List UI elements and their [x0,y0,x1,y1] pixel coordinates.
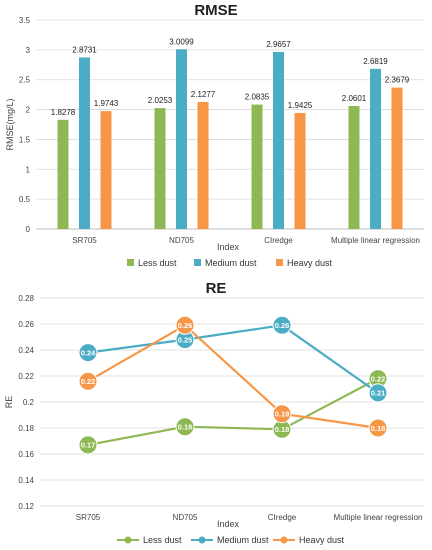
legend-swatch [127,259,134,266]
legend-marker [124,536,132,544]
chart-title: RE [206,280,227,297]
data-label: 0.18 [371,424,386,433]
data-label: 3.0099 [169,37,194,46]
bar [57,119,69,229]
data-label: 0.26 [178,321,193,330]
data-point [78,435,98,455]
data-label: 1.9743 [94,99,119,108]
legend-label: Medium dust [217,535,269,545]
y-tick-label: 0.12 [18,502,34,511]
legend-label: Less dust [143,535,182,545]
data-label: 2.0253 [148,96,173,105]
data-point [368,383,388,403]
series-line [87,324,379,394]
bar [100,111,112,229]
data-label: 0.22 [371,374,386,383]
y-tick-label: 0.26 [18,320,34,329]
legend-label: Medium dust [205,258,257,268]
x-tick-label: ND705 [173,513,198,522]
re-line-chart: RE 0.12 0.14 0.16 0.18 0.2 0.22 0.24 0.26 0.28 RE S… [4,280,424,545]
y-axis-title: RE [4,396,14,409]
y-tick-label: 3 [26,46,31,55]
data-label: 0.21 [371,389,386,398]
y-tick-label: 2 [26,106,31,115]
data-point [368,418,388,438]
data-point [78,343,98,363]
legend-label: Heavy dust [299,535,345,545]
data-label: 2.3679 [385,76,410,85]
y-tick-label: 1 [26,165,31,174]
chart-title: RMSE [194,2,237,19]
x-tick-label: SR705 [76,513,101,522]
data-label: 0.22 [81,377,96,386]
x-tick-label: Multiple linear regression [334,513,423,522]
data-label: 1.8278 [51,108,76,117]
legend-marker [198,536,206,544]
data-point [175,417,195,437]
x-tick-label: ND705 [169,236,194,245]
data-label: 2.1277 [191,90,216,99]
data-label: 0.18 [275,425,290,434]
bar [154,108,166,229]
x-tick-label: SR705 [72,236,97,245]
rmse-bar-chart: RMSE 0 0.5 1 1.5 2 2.5 3 3.5 RMSE(mg/L) 1.8278 2.87… [5,2,424,268]
y-tick-label: 0.22 [18,372,34,381]
data-label: 0.24 [81,348,96,357]
bar [197,101,209,229]
legend-label: Heavy dust [287,258,333,268]
x-axis-title: Index [217,242,240,252]
y-tick-label: 0 [26,225,31,234]
series-line [87,377,379,446]
bar [79,57,90,229]
y-tick-label: 3.5 [19,16,31,25]
bar [391,87,403,229]
legend-swatch [276,259,283,266]
y-tick-label: 0.24 [18,346,34,355]
y-tick-label: 0.18 [18,424,34,433]
data-point [175,315,195,335]
data-label: 2.0835 [245,93,270,102]
y-tick-label: 0.5 [19,195,31,204]
data-label: 0.26 [275,321,290,330]
data-label: 0.25 [178,335,193,344]
data-point [272,315,292,335]
bar [294,113,306,229]
data-label: 0.17 [81,441,96,450]
data-label: 2.6819 [363,57,388,66]
series-line [87,323,379,430]
y-axis-title: RMSE(mg/L) [5,98,15,150]
bar [370,68,381,229]
legend-swatch [194,259,201,266]
bar [348,105,360,229]
y-tick-label: 0.14 [18,476,34,485]
data-point [272,404,292,424]
legend-marker [280,536,288,544]
data-label: 2.8731 [72,45,97,54]
data-label: 0.18 [178,423,193,432]
data-label: 1.9425 [288,101,313,110]
bar [273,51,284,230]
data-label: 2.9657 [266,40,291,49]
legend-label: Less dust [138,258,177,268]
bar [176,49,187,229]
bar [251,104,263,229]
x-axis-title: Index [217,519,240,529]
x-tick-label: CIredge [264,236,293,245]
data-label: 0.19 [275,410,290,419]
y-tick-label: 0.2 [23,398,35,407]
data-label: 2.0601 [342,94,367,103]
y-tick-label: 0.28 [18,294,34,303]
data-point [78,371,98,391]
x-tick-label: CIredge [268,513,297,522]
x-tick-label: Multiple linear regression [331,236,420,245]
y-tick-label: 1.5 [19,135,31,144]
y-tick-label: 0.16 [18,450,34,459]
y-tick-label: 2.5 [19,76,31,85]
